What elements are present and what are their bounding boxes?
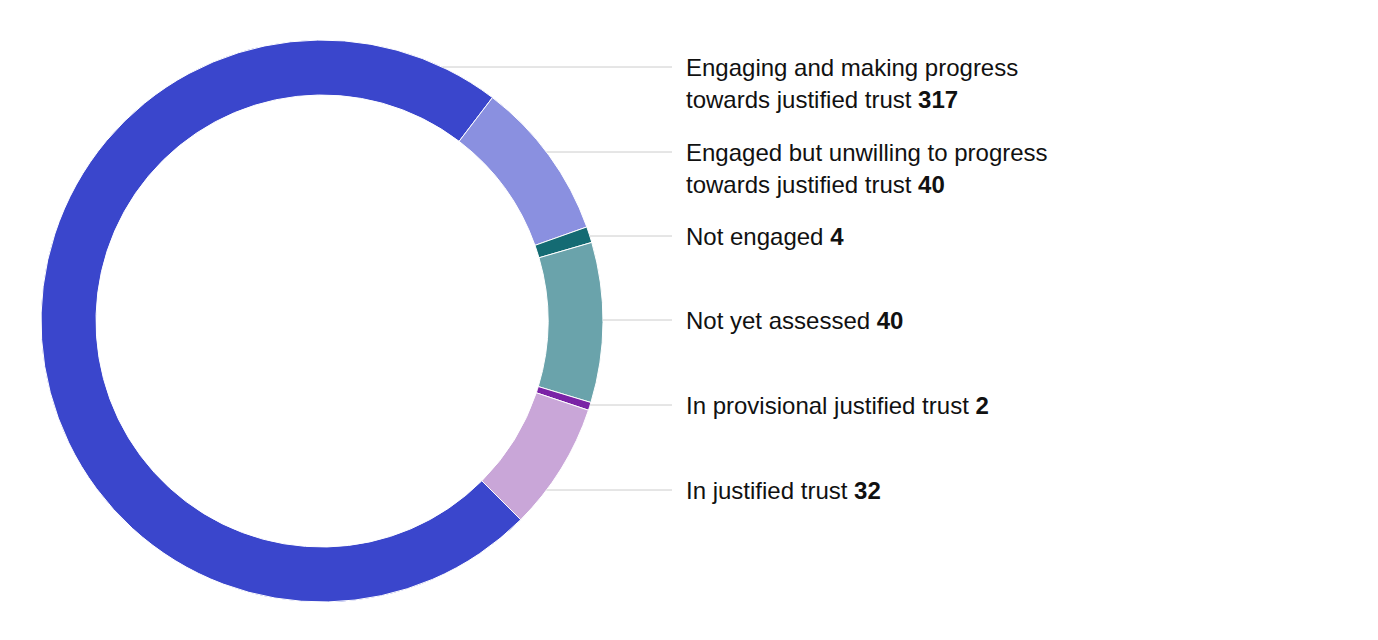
value-text: 40 [918, 171, 945, 198]
leader-line [442, 67, 672, 68]
value-text: 2 [975, 392, 988, 419]
category-text: Not engaged [686, 223, 830, 250]
category-text: Engaged but unwilling to progress [686, 139, 1048, 166]
label: Engaged but unwilling to progress towards… [686, 139, 1048, 198]
leader-line [546, 152, 672, 153]
category-text: towards justified trust [686, 171, 918, 198]
category-text: Engaging and making progress [686, 54, 1018, 81]
slice [459, 98, 587, 246]
leader-line [603, 320, 672, 321]
labels: Engaging and making progress towards just… [442, 54, 1047, 504]
label: Not yet assessed 40 [686, 307, 903, 334]
leader-line [590, 405, 672, 406]
slice [538, 242, 603, 402]
value-text: 317 [918, 86, 958, 113]
category-text: In provisional justified trust [686, 392, 975, 419]
slice [482, 393, 589, 520]
chart: Engaging and making progress towards just… [0, 0, 1378, 640]
category-text: In justified trust [686, 477, 854, 504]
category-text: Not yet assessed [686, 307, 877, 334]
value-text: 4 [830, 223, 844, 250]
category-text: towards justified trust [686, 86, 918, 113]
value-text: 40 [877, 307, 904, 334]
slices [41, 40, 603, 602]
label: In justified trust 32 [686, 477, 881, 504]
leader-line [590, 236, 672, 237]
label: Engaging and making progress towards just… [686, 54, 1018, 113]
slice [41, 40, 521, 602]
label: In provisional justified trust 2 [686, 392, 989, 419]
label: Not engaged 4 [686, 223, 844, 250]
value-text: 32 [854, 477, 881, 504]
leader-line [546, 490, 672, 491]
